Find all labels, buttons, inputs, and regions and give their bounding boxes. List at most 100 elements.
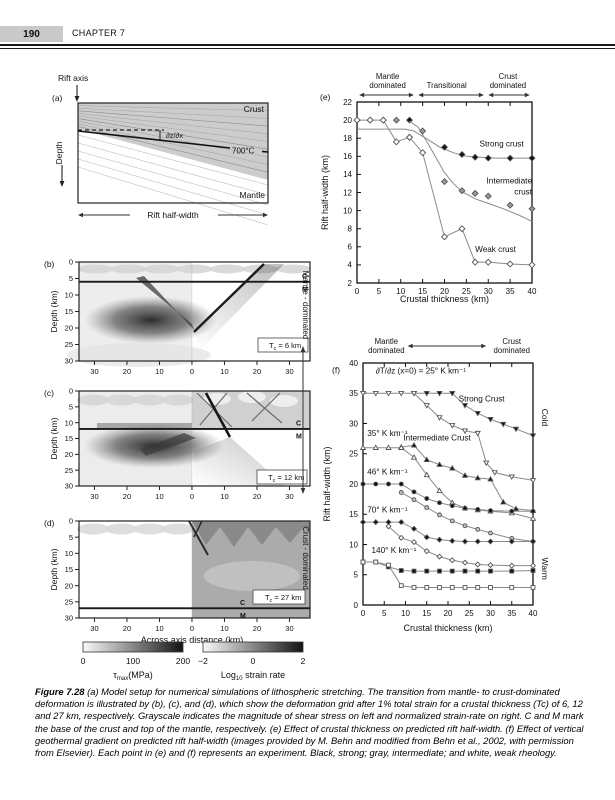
x-tick-label: 30 (486, 609, 495, 618)
domination-arrow-strip: Mantle - dominated Crust - dominated (300, 271, 310, 590)
colorbar-title: τmax(MPa) (113, 670, 152, 682)
y-tick-label: 18 (343, 134, 352, 143)
mantle-top-label: M (302, 286, 308, 293)
crustal-thickness-label: Tc = 6 km (269, 341, 301, 352)
x-axis-label: Crustal thickness (km) (403, 623, 492, 633)
x-tick-label: 10 (155, 492, 163, 501)
x-tick-label: 20 (253, 492, 261, 501)
x-tick-label: 40 (528, 287, 537, 296)
y-tick-label: 14 (343, 170, 352, 179)
colorbar-tick-label: 0 (251, 656, 256, 666)
side-label: Cold (540, 409, 550, 427)
panel-d-simulation: 0 5 10 15 20 25 30 30 20 10 0 10 20 30 Depth (km) (d) CM… (44, 517, 311, 645)
chapter-title: CHAPTER 7 (72, 28, 126, 38)
depth-tick-label: 15 (65, 434, 73, 443)
page-number: 190 (23, 28, 40, 40)
x-tick-label: 25 (462, 287, 471, 296)
header-rule (0, 44, 615, 46)
series-line (401, 492, 534, 542)
y-tick-label: 30 (349, 419, 358, 428)
annotation-label: 70° K km⁻¹ (367, 505, 408, 514)
panel-letter: (c) (44, 388, 54, 398)
depth-tick-label: 25 (65, 597, 73, 606)
caption-label: Figure 7.28 (35, 686, 85, 697)
y-tick-label: 5 (354, 571, 359, 580)
depth-tick-label: 5 (69, 274, 73, 283)
x-tick-label: 0 (190, 367, 194, 376)
x-tick-label: 40 (529, 609, 538, 618)
x-tick-label: 30 (285, 492, 293, 501)
zone-label: dominated (490, 81, 526, 90)
crustal-thickness-box (257, 337, 309, 353)
caption-text: (a) Model setup for numerical simulation… (35, 686, 584, 759)
x-axis-label: Across axis distance (km) (141, 635, 244, 645)
depth-tick-label: 5 (69, 533, 73, 542)
depth-tick-label: 20 (65, 450, 73, 459)
gradient-slope-label: ∂z/∂x (166, 131, 183, 140)
model-box-frame (77, 102, 269, 204)
x-tick-label: 10 (220, 492, 228, 501)
colorbar-tick-label: 100 (126, 656, 140, 666)
rift-axis-label: Rift axis (58, 73, 88, 83)
zone-label: dominated (368, 346, 404, 355)
x-tick-label: 5 (382, 609, 387, 618)
depth-tick-label: 25 (65, 466, 73, 475)
crust-base-label: C (302, 273, 307, 280)
zone-label: Crust (502, 337, 521, 346)
depth-axis-label: Depth (km) (49, 417, 59, 459)
mantle-top-label: M (296, 434, 302, 441)
depth-tick-label: 30 (65, 482, 73, 491)
series-line (414, 392, 534, 437)
annotation-label: crust (514, 187, 532, 196)
colorbar-tick-label: 2 (301, 656, 306, 666)
x-tick-label: 35 (507, 609, 516, 618)
panel-letter: (d) (44, 518, 55, 528)
zone-label: Transitional (427, 81, 467, 90)
depth-axis-label: Depth (54, 141, 64, 164)
y-tick-label: 20 (349, 480, 358, 489)
y-tick-label: 20 (343, 116, 352, 125)
panel-c-simulation: 0 5 10 15 20 25 30 30 20 10 0 10 20 30 Depth (km) (c) CM… (44, 387, 311, 501)
depth-tick-label: 0 (69, 387, 73, 396)
colorbar-title: Log10 strain rate (221, 670, 285, 682)
y-tick-label: 35 (349, 389, 358, 398)
header-rule-thin (0, 48, 615, 49)
x-tick-label: 10 (220, 367, 228, 376)
x-tick-label: 35 (506, 287, 515, 296)
y-tick-label: 22 (343, 98, 352, 107)
x-tick-label: 20 (123, 624, 131, 633)
series-line (401, 444, 534, 512)
annotation-label: 46° K km⁻¹ (367, 467, 408, 476)
rift-half-width-label: Rift half-width (147, 210, 199, 220)
x-tick-label: 30 (90, 492, 98, 501)
series-line (409, 120, 533, 222)
crust-dominated-label: Crust - dominated (301, 526, 310, 590)
x-tick-label: 20 (253, 624, 261, 633)
annotation-label: Weak crust (475, 245, 517, 254)
x-tick-label: 10 (396, 287, 405, 296)
panel-letter: (f) (332, 365, 340, 375)
x-tick-label: 15 (422, 609, 431, 618)
y-tick-label: 15 (349, 510, 358, 519)
x-tick-label: 10 (155, 367, 163, 376)
crustal-thickness-label: Tc = 27 km (265, 593, 301, 604)
zone-label: Mantle (375, 337, 398, 346)
y-axis-label: Rift half-width (km) (320, 155, 330, 230)
crust-base-label: C (240, 600, 245, 607)
zone-label: dominated (369, 81, 405, 90)
panel-letter: (b) (44, 259, 55, 269)
crust-label: Crust (244, 104, 265, 114)
depth-tick-label: 15 (65, 307, 73, 316)
depth-tick-label: 20 (65, 581, 73, 590)
crustal-thickness-box (256, 469, 308, 485)
isotherm-label: 700°C (232, 147, 255, 156)
depth-axis-label: Depth (km) (49, 548, 59, 590)
y-tick-label: 2 (348, 279, 353, 288)
panel-letter: (a) (52, 93, 63, 103)
annotation-label: ∂T/∂z (x=0) = 25° K km⁻¹ (376, 366, 467, 375)
annotation-label: Strong crust (480, 139, 525, 148)
depth-tick-label: 10 (65, 291, 73, 300)
